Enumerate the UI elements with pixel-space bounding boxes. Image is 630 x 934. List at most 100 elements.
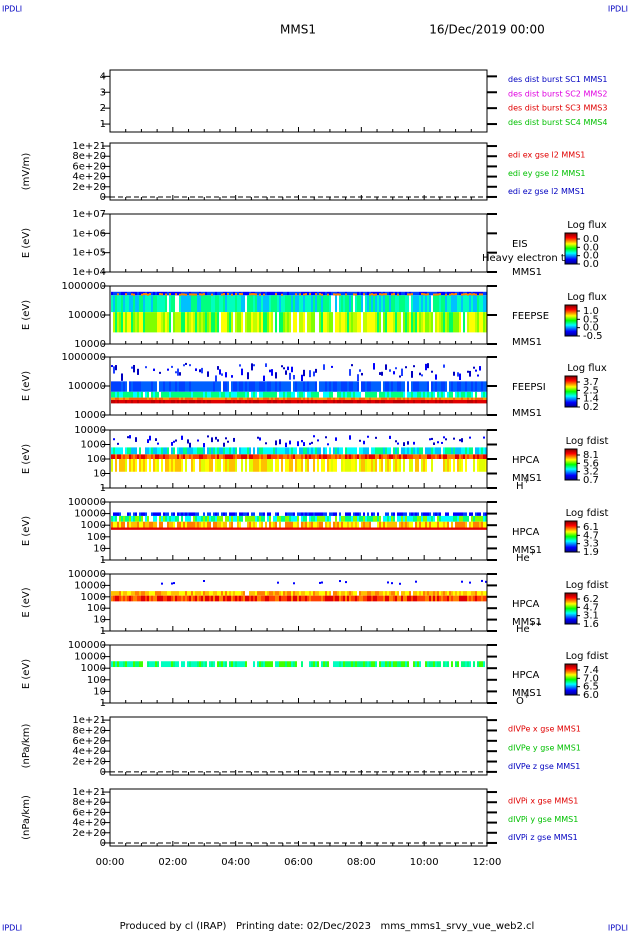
spectrogram-cell bbox=[133, 399, 135, 404]
spectrogram-cell bbox=[209, 521, 211, 528]
spectrogram-cell bbox=[477, 595, 479, 602]
spectrogram-cell bbox=[305, 512, 307, 516]
spectrogram-cell bbox=[307, 397, 309, 400]
spectrogram-cell bbox=[293, 661, 295, 668]
spectrogram-cell bbox=[131, 397, 133, 400]
spectrogram-cell bbox=[401, 527, 403, 530]
spectrogram-cell bbox=[251, 521, 253, 528]
spectrogram-cell bbox=[131, 515, 133, 522]
spectrogram-cell bbox=[401, 291, 403, 296]
spectrogram-cell bbox=[307, 312, 309, 333]
spectrogram-cell bbox=[171, 295, 173, 313]
spectrogram-cell bbox=[145, 591, 147, 596]
spectrogram-cell bbox=[429, 527, 431, 530]
spectrogram-cell bbox=[453, 397, 455, 400]
spectrogram-cell bbox=[369, 454, 371, 459]
spectrogram-cell bbox=[337, 454, 339, 459]
spectrogram-cell bbox=[401, 368, 403, 377]
spectrogram-cell bbox=[209, 515, 211, 522]
spectrogram-cell bbox=[429, 399, 431, 404]
spectrogram-cell bbox=[315, 399, 317, 404]
spectrogram-cell bbox=[313, 515, 315, 522]
spectrogram-cell bbox=[235, 447, 237, 455]
spectrogram-cell bbox=[309, 515, 311, 522]
spectrogram-cell bbox=[485, 454, 487, 459]
spectrogram-cell bbox=[481, 661, 483, 668]
spectrogram-cell bbox=[289, 595, 291, 602]
spectrogram-cell bbox=[117, 521, 119, 528]
spectrogram-cell bbox=[387, 399, 389, 404]
spectrogram-cell bbox=[229, 515, 231, 522]
spectrogram-cell bbox=[141, 391, 143, 398]
spectrogram-cell bbox=[347, 595, 349, 602]
legend-entry: des dist burst SC1 MMS1 bbox=[508, 75, 607, 84]
spectrogram-cell bbox=[469, 521, 471, 528]
spectrogram-cell bbox=[393, 397, 395, 400]
spectrogram-cell bbox=[383, 399, 385, 404]
spectrogram-cell bbox=[465, 454, 467, 459]
spectrogram-cell bbox=[119, 591, 121, 596]
spectrogram-cell bbox=[343, 399, 345, 404]
spectrogram-cell bbox=[243, 399, 245, 404]
spectrogram-cell bbox=[157, 454, 159, 459]
spectrogram-cell bbox=[337, 397, 339, 400]
spectrogram-cell bbox=[467, 293, 469, 296]
spectrogram-cell bbox=[295, 521, 297, 528]
spectrogram-cell bbox=[443, 661, 445, 668]
spectrogram-cell bbox=[367, 527, 369, 530]
spectrogram-cell bbox=[461, 381, 463, 392]
spectrogram-cell bbox=[223, 292, 225, 295]
spectrogram-cell bbox=[231, 293, 233, 296]
spectrogram-cell bbox=[175, 312, 177, 333]
spectrogram-cell bbox=[341, 515, 343, 522]
spectrogram-cell bbox=[467, 397, 469, 400]
spectrogram-cell bbox=[357, 312, 359, 333]
spectrogram-cell bbox=[365, 312, 367, 333]
y-tick-label: 1e+04 bbox=[72, 267, 106, 278]
spectrogram-cell bbox=[239, 381, 241, 392]
spectrogram-cell bbox=[357, 521, 359, 528]
species-base: O bbox=[516, 696, 524, 707]
spectrogram-cell bbox=[321, 661, 323, 668]
spectrogram-cell bbox=[485, 399, 487, 404]
spectrogram-cell bbox=[185, 399, 187, 404]
spectrogram-cell bbox=[415, 391, 417, 398]
spectrogram-cell bbox=[261, 291, 263, 296]
spectrogram-cell bbox=[229, 454, 231, 459]
spectrogram-cell bbox=[201, 521, 203, 528]
spectrogram-cell bbox=[177, 527, 179, 530]
spectrogram-cell bbox=[335, 527, 337, 530]
spectrogram-cell bbox=[477, 291, 479, 296]
spectrogram-cell bbox=[175, 371, 177, 374]
spectrogram-cell bbox=[453, 295, 455, 313]
spectrogram-cell bbox=[473, 459, 475, 472]
spectrogram-cell bbox=[201, 312, 203, 333]
spectrogram-cell bbox=[453, 527, 455, 530]
spectrogram-cell bbox=[389, 397, 391, 400]
spectrogram-cell bbox=[171, 582, 173, 585]
spectrogram-cell bbox=[157, 295, 159, 313]
spectrogram-cell bbox=[173, 661, 175, 668]
spectrogram-cell bbox=[191, 293, 193, 296]
spectrogram-cell bbox=[303, 521, 305, 528]
y-tick-label: 100 bbox=[87, 532, 106, 543]
spectrogram-cell bbox=[299, 381, 301, 392]
spectrogram-cell bbox=[229, 661, 231, 668]
spectrogram-cell bbox=[381, 454, 383, 459]
spectrogram-cell bbox=[351, 381, 353, 392]
spectrogram-cell bbox=[383, 447, 385, 455]
spectrogram-cell bbox=[161, 515, 163, 522]
spectrogram-cell bbox=[305, 399, 307, 404]
spectrogram-cell bbox=[179, 372, 181, 376]
legend-entry: edi ez gse l2 MMS1 bbox=[508, 187, 585, 196]
spectrogram-cell bbox=[185, 312, 187, 333]
spectrogram-cell bbox=[395, 454, 397, 459]
spectrogram-cell bbox=[279, 515, 281, 522]
spectrogram-cell bbox=[265, 459, 267, 472]
spectrogram-cell bbox=[311, 661, 313, 668]
spectrogram-cell bbox=[183, 397, 185, 400]
spectrogram-cell bbox=[457, 512, 459, 516]
spectrogram-cell bbox=[445, 381, 447, 392]
spectrogram-cell bbox=[449, 459, 451, 472]
spectrogram-cell bbox=[213, 661, 215, 668]
